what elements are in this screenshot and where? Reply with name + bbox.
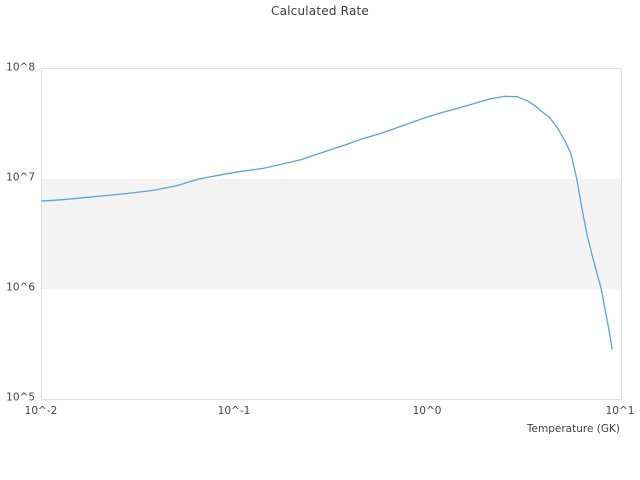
y-tick-label: 10^7 (6, 171, 35, 184)
x-tick-label: 10^-1 (217, 405, 251, 417)
x-axis-title: Temperature (GK) (526, 423, 620, 435)
plot-area[interactable] (41, 68, 622, 400)
y-tick-label: 10^6 (6, 281, 35, 294)
x-tick-label: 10^0 (412, 405, 442, 417)
y-tick-label: 10^5 (6, 391, 35, 404)
y-tick-label: 10^8 (6, 61, 35, 74)
x-tick-label: 10^-2 (24, 405, 58, 417)
x-tick-label: 10^1 (605, 405, 635, 417)
shaded-band (42, 179, 621, 289)
rate-curve-svg (41, 95, 613, 350)
chart-title: Calculated Rate (271, 4, 369, 18)
rate-curve (41, 95, 613, 350)
